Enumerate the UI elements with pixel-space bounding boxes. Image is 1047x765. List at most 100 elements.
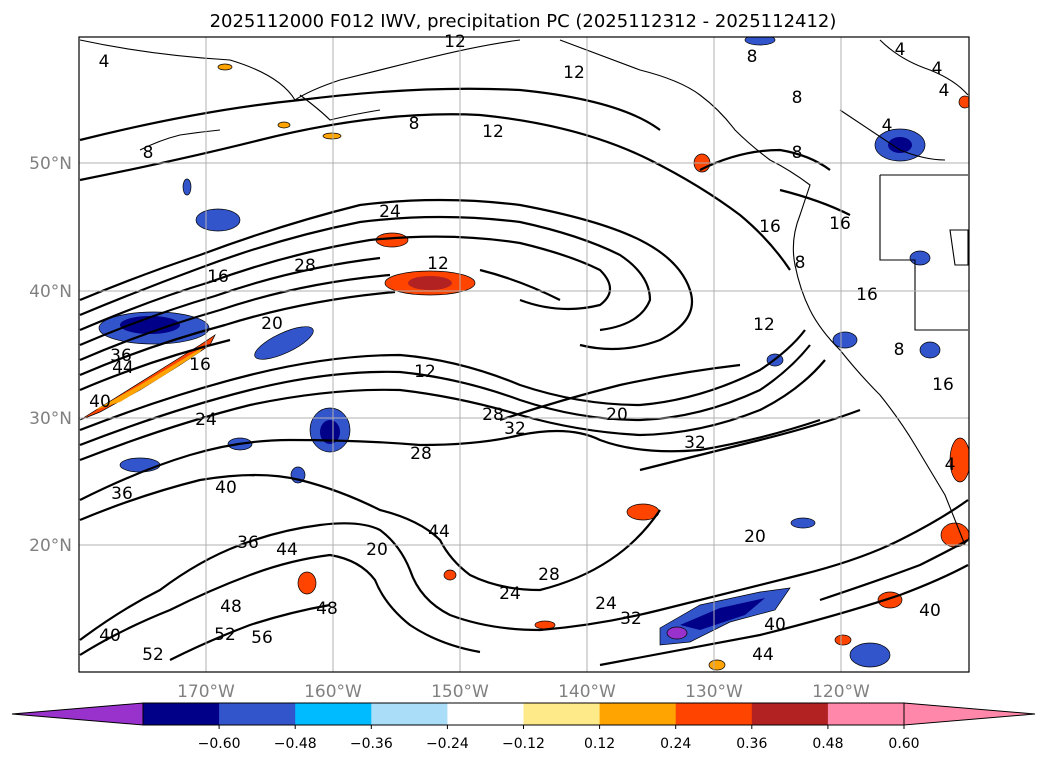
precipitation-shading (79, 37, 969, 671)
contour-label: 4 (895, 40, 906, 60)
colorbar-segment (219, 703, 296, 725)
coastlines (79, 39, 969, 546)
contour-label: 4 (99, 52, 110, 72)
contour-label: 56 (251, 628, 273, 648)
colorbar-segment (523, 703, 601, 725)
contour-label: 4 (939, 81, 950, 101)
colorbar-ticks: −0.60 −0.48 −0.36 −0.24 −0.12 0.12 0.24 0.36 0.4… (198, 725, 920, 752)
contour-label: 28 (294, 256, 316, 276)
colorbar-tick-label: 0.60 (888, 736, 919, 752)
colorbar-tick-label: 0.48 (812, 736, 843, 752)
colorbar-segment (295, 703, 372, 725)
x-tick-label: 150°W (431, 682, 489, 702)
contour-label: 40 (215, 478, 237, 498)
contour-label: 40 (764, 615, 786, 635)
contour-label: 36 (111, 484, 133, 504)
contour-label: 24 (499, 584, 521, 604)
contour-label: 16 (189, 355, 211, 375)
colorbar: −0.60 −0.48 −0.36 −0.24 −0.12 0.12 0.24 0.36 0.4… (11, 702, 1036, 752)
map-background (79, 37, 969, 672)
colorbar-under-arrow (11, 702, 144, 726)
contour-label: 48 (220, 597, 242, 617)
colorbar-segment (371, 703, 448, 725)
y-tick-label: 30°N (29, 409, 72, 429)
contour-label: 24 (379, 202, 401, 222)
contour-label: 44 (752, 645, 774, 665)
contour-label: 40 (919, 601, 941, 621)
contour-label: 28 (538, 565, 560, 585)
contour-label: 12 (563, 63, 585, 83)
contour-label: 8 (747, 47, 758, 67)
colorbar-tick-label: −0.36 (350, 736, 393, 752)
contour-label: 8 (795, 253, 806, 273)
contour-label: 16 (829, 214, 851, 234)
contour-label: 40 (89, 392, 111, 412)
x-tick-label: 130°W (685, 682, 743, 702)
y-tick-label: 50°N (29, 154, 72, 174)
contour-label: 24 (195, 410, 217, 430)
contour-label: 48 (316, 599, 338, 619)
contour-label: 44 (428, 522, 450, 542)
x-tick-label: 120°W (812, 682, 870, 702)
colorbar-tick-label: 0.12 (584, 736, 615, 752)
colorbar-segment (827, 703, 905, 725)
contour-label: 16 (759, 217, 781, 237)
contour-label: 4 (882, 116, 893, 136)
colorbar-over-arrow (903, 702, 1036, 726)
colorbar-tick-label: 0.36 (736, 736, 767, 752)
contour-label: 44 (276, 540, 298, 560)
contour-label: 12 (482, 122, 504, 142)
contour-label: 20 (744, 527, 766, 547)
contour-label: 8 (143, 143, 154, 163)
colorbar-tick-label: −0.60 (198, 736, 241, 752)
contour-label: 16 (856, 285, 878, 305)
colorbar-segment (751, 703, 829, 725)
contour-label: 20 (606, 405, 628, 425)
map-frame (78, 36, 970, 673)
graticule (79, 37, 969, 672)
colorbar-tick-label: −0.24 (426, 736, 469, 752)
y-tick-label: 40°N (29, 282, 72, 302)
contour-label: 40 (99, 626, 121, 646)
contour-label: 36 (237, 533, 259, 553)
colorbar-tick-label: −0.48 (274, 736, 317, 752)
colorbar-segment (143, 703, 220, 725)
contour-label: 12 (427, 254, 449, 274)
contour-label: 8 (792, 143, 803, 163)
map-panel: 4 12 4 4 4 8 12 8 8 12 8 8 4 16 24 28 12… (78, 32, 970, 673)
contour-label: 12 (444, 32, 466, 52)
contour-label: 32 (504, 419, 526, 439)
contour-label: 36 (110, 346, 132, 366)
colorbar-segment (447, 703, 524, 725)
contour-labels: 4 12 4 4 4 8 12 8 8 12 8 8 4 16 24 28 12… (89, 32, 955, 665)
contour-label: 4 (945, 455, 956, 475)
contour-label: 32 (684, 433, 706, 453)
contour-label: 16 (207, 267, 229, 287)
contour-label: 20 (366, 540, 388, 560)
x-tick-label: 170°W (177, 682, 235, 702)
colorbar-tick-label: −0.12 (502, 736, 545, 752)
y-axis: 50°N 40°N 30°N 20°N (29, 154, 72, 556)
contour-label: 20 (261, 314, 283, 334)
y-tick-label: 20°N (29, 536, 72, 556)
colorbar-segments (143, 703, 905, 725)
contour-label: 8 (894, 340, 905, 360)
contour-label: 32 (620, 609, 642, 629)
contour-label: 12 (753, 315, 775, 335)
colorbar-segment (675, 703, 753, 725)
contour-label: 44 (112, 358, 134, 378)
x-tick-label: 140°W (558, 682, 616, 702)
x-axis: 170°W 160°W 150°W 140°W 130°W 120°W (177, 682, 870, 702)
colorbar-segment (599, 703, 677, 725)
contour-label: 8 (409, 114, 420, 134)
iwv-contours (79, 87, 969, 667)
x-tick-label: 160°W (304, 682, 362, 702)
contour-label: 28 (410, 444, 432, 464)
contour-label: 24 (595, 594, 617, 614)
contour-label: 4 (932, 59, 943, 79)
contour-label: 52 (142, 645, 164, 665)
contour-label: 52 (214, 625, 236, 645)
map-title: 2025112000 F012 IWV, precipitation PC (2… (210, 11, 837, 32)
contour-label: 28 (482, 405, 504, 425)
